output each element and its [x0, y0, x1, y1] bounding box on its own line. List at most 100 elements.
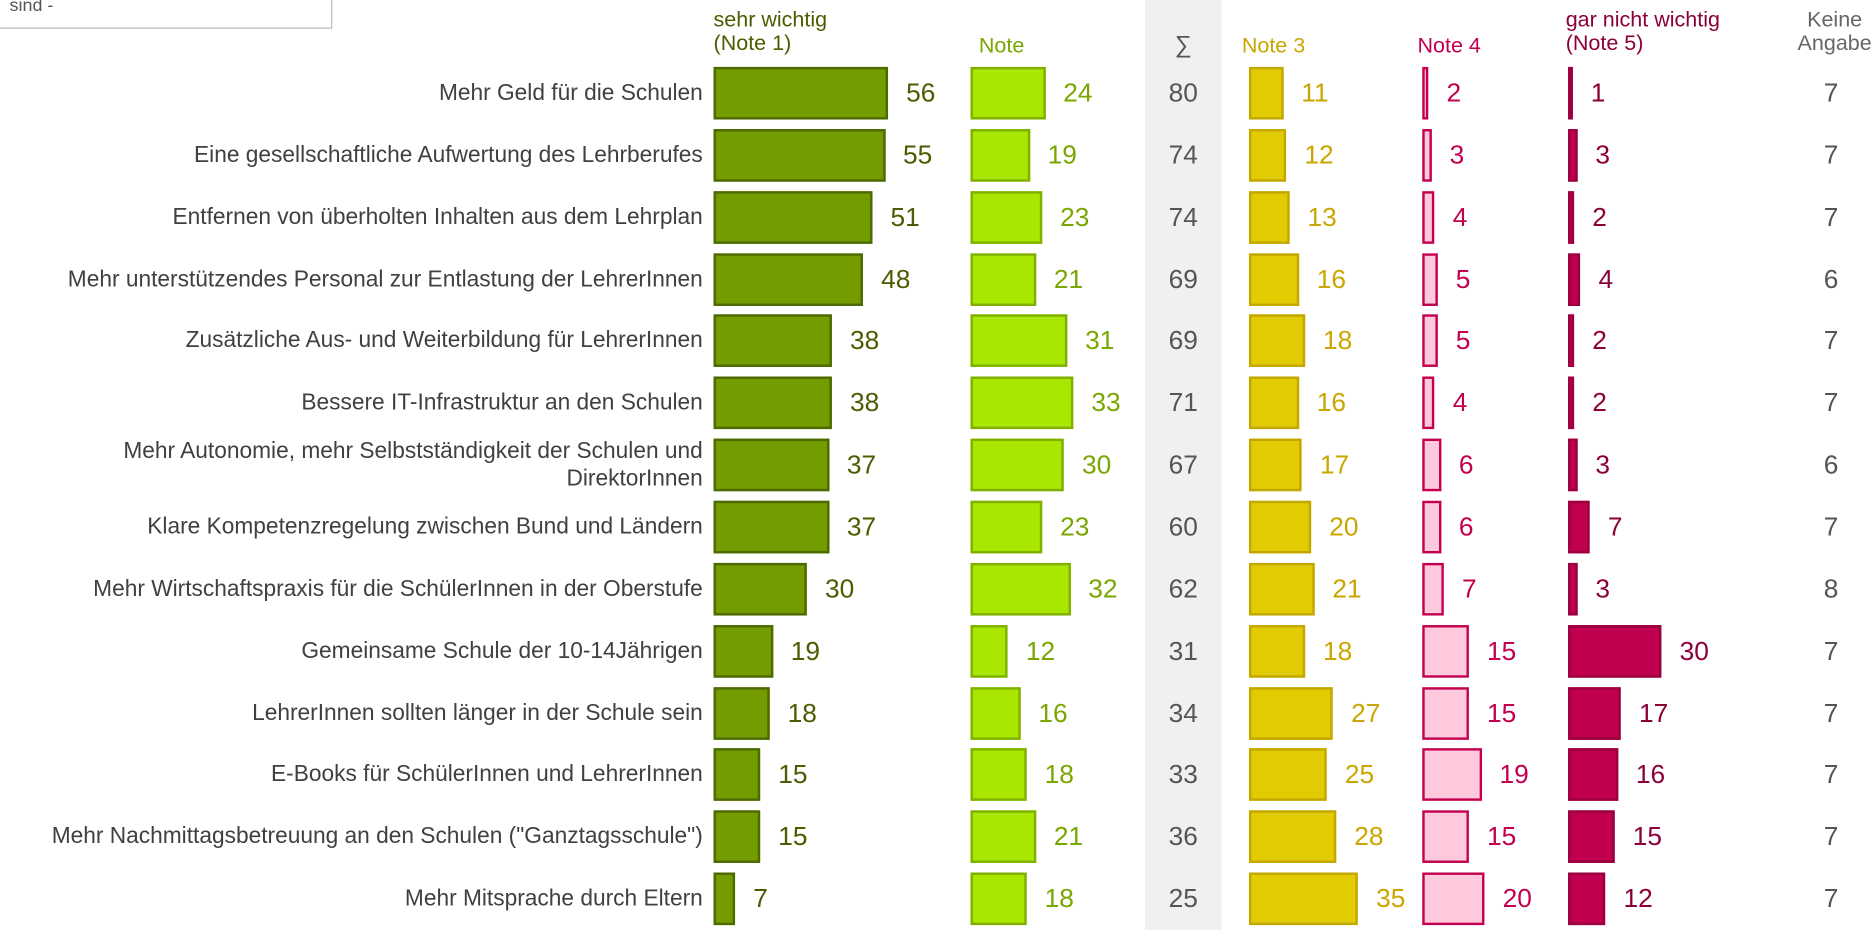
bar	[713, 686, 770, 740]
bar	[970, 252, 1036, 306]
top-box	[0, 0, 333, 29]
category-label: Mehr unterstützendes Personal zur Entlas…	[67, 266, 703, 292]
sum-value: 67	[1168, 449, 1198, 480]
bar	[1568, 128, 1578, 182]
no-answer-value: 7	[1823, 697, 1839, 728]
bar	[970, 624, 1008, 678]
category-label: Zusätzliche Aus- und Weiterbildung für L…	[185, 328, 703, 354]
value-label: 3	[1449, 139, 1465, 170]
no-answer-value: 7	[1823, 387, 1839, 418]
series-header: Note	[978, 33, 1025, 58]
no-answer-value: 7	[1823, 201, 1839, 232]
bar	[713, 872, 736, 926]
bar	[1248, 66, 1284, 120]
bar	[970, 748, 1027, 802]
bar	[1248, 748, 1327, 802]
value-label: 7	[1607, 511, 1623, 542]
value-label: 16	[1635, 759, 1666, 790]
category-label: E-Books für SchülerInnen und LehrerInnen	[271, 762, 703, 788]
bar	[1568, 810, 1615, 864]
category-label: Klare Kompetenzregelung zwischen Bund un…	[147, 514, 703, 540]
column-shade	[1145, 0, 1222, 930]
value-label: 16	[1316, 387, 1347, 418]
no-answer-value: 7	[1823, 139, 1839, 170]
value-label: 35	[1376, 883, 1406, 914]
bar	[970, 190, 1043, 244]
value-label: 15	[1486, 635, 1517, 666]
bar	[1568, 872, 1606, 926]
sum-value: 74	[1168, 201, 1198, 232]
sum-value: 71	[1168, 387, 1198, 418]
bar	[1422, 438, 1442, 492]
category-label: LehrerInnen sollten länger in der Schule…	[252, 700, 703, 726]
value-label: 32	[1088, 573, 1118, 604]
value-label: 15	[778, 759, 808, 790]
bar	[1568, 500, 1590, 554]
value-label: 2	[1592, 387, 1607, 418]
bar	[1248, 810, 1337, 864]
bar	[713, 438, 829, 492]
bar	[970, 128, 1030, 182]
bar	[1568, 252, 1581, 306]
bar	[713, 562, 808, 616]
bar	[970, 376, 1074, 430]
value-label: 16	[1316, 263, 1347, 294]
sum-value: 34	[1168, 697, 1198, 728]
value-label: 3	[1595, 573, 1611, 604]
value-label: 30	[1082, 449, 1112, 480]
value-label: 21	[1332, 573, 1362, 604]
bar	[1248, 314, 1306, 368]
sum-value: 80	[1168, 77, 1198, 108]
value-label: 19	[1499, 759, 1529, 790]
value-label: 21	[1053, 263, 1084, 294]
no-answer-value: 7	[1823, 759, 1839, 790]
value-label: 18	[1323, 325, 1353, 356]
value-label: 18	[787, 697, 817, 728]
value-label: 24	[1063, 77, 1093, 108]
bar	[1248, 624, 1306, 678]
bar	[1248, 376, 1299, 430]
value-label: 15	[778, 821, 808, 852]
box-text: sind -	[9, 0, 54, 16]
value-label: 18	[1044, 883, 1074, 914]
no-answer-value: 7	[1823, 325, 1839, 356]
sum-value: 33	[1168, 759, 1198, 790]
value-label: 3	[1595, 139, 1611, 170]
bar	[970, 686, 1021, 740]
value-label: 23	[1060, 201, 1090, 232]
category-label: Mehr Autonomie, mehr Selbstständigkeit d…	[123, 438, 703, 492]
value-label: 5	[1455, 263, 1471, 294]
sum-value: 69	[1168, 263, 1198, 294]
no-answer-value: 8	[1823, 573, 1839, 604]
bar	[713, 66, 889, 120]
value-label: 30	[1679, 635, 1709, 666]
sum-value: 74	[1168, 139, 1198, 170]
value-label: 1	[1590, 77, 1606, 108]
category-label: Gemeinsame Schule der 10-14Jährigen	[301, 638, 703, 664]
bar	[1248, 686, 1334, 740]
value-label: 15	[1632, 821, 1663, 852]
category-label: Bessere IT-Infrastruktur an den Schulen	[301, 390, 703, 416]
sum-header: ∑	[1174, 32, 1192, 59]
value-label: 16	[1038, 697, 1068, 728]
value-label: 15	[1486, 821, 1517, 852]
bar	[1422, 748, 1482, 802]
bar	[713, 314, 833, 368]
bar	[713, 376, 833, 430]
value-label: 20	[1502, 883, 1532, 914]
value-label: 38	[849, 387, 880, 418]
bar	[1568, 314, 1575, 368]
no-answer-value: 7	[1823, 511, 1839, 542]
bar	[1248, 128, 1287, 182]
value-label: 30	[825, 573, 855, 604]
no-answer-value: 7	[1823, 635, 1839, 666]
value-label: 17	[1639, 697, 1669, 728]
category-label: Entfernen von überholten Inhalten aus de…	[172, 204, 703, 230]
category-label: Mehr Wirtschaftspraxis für die SchülerIn…	[93, 576, 703, 602]
value-label: 51	[890, 201, 920, 232]
bar	[970, 66, 1046, 120]
no-answer-header: Keine Angabe	[1797, 7, 1872, 55]
value-label: 18	[1323, 635, 1353, 666]
no-answer-value: 6	[1823, 263, 1839, 294]
value-label: 56	[906, 77, 936, 108]
